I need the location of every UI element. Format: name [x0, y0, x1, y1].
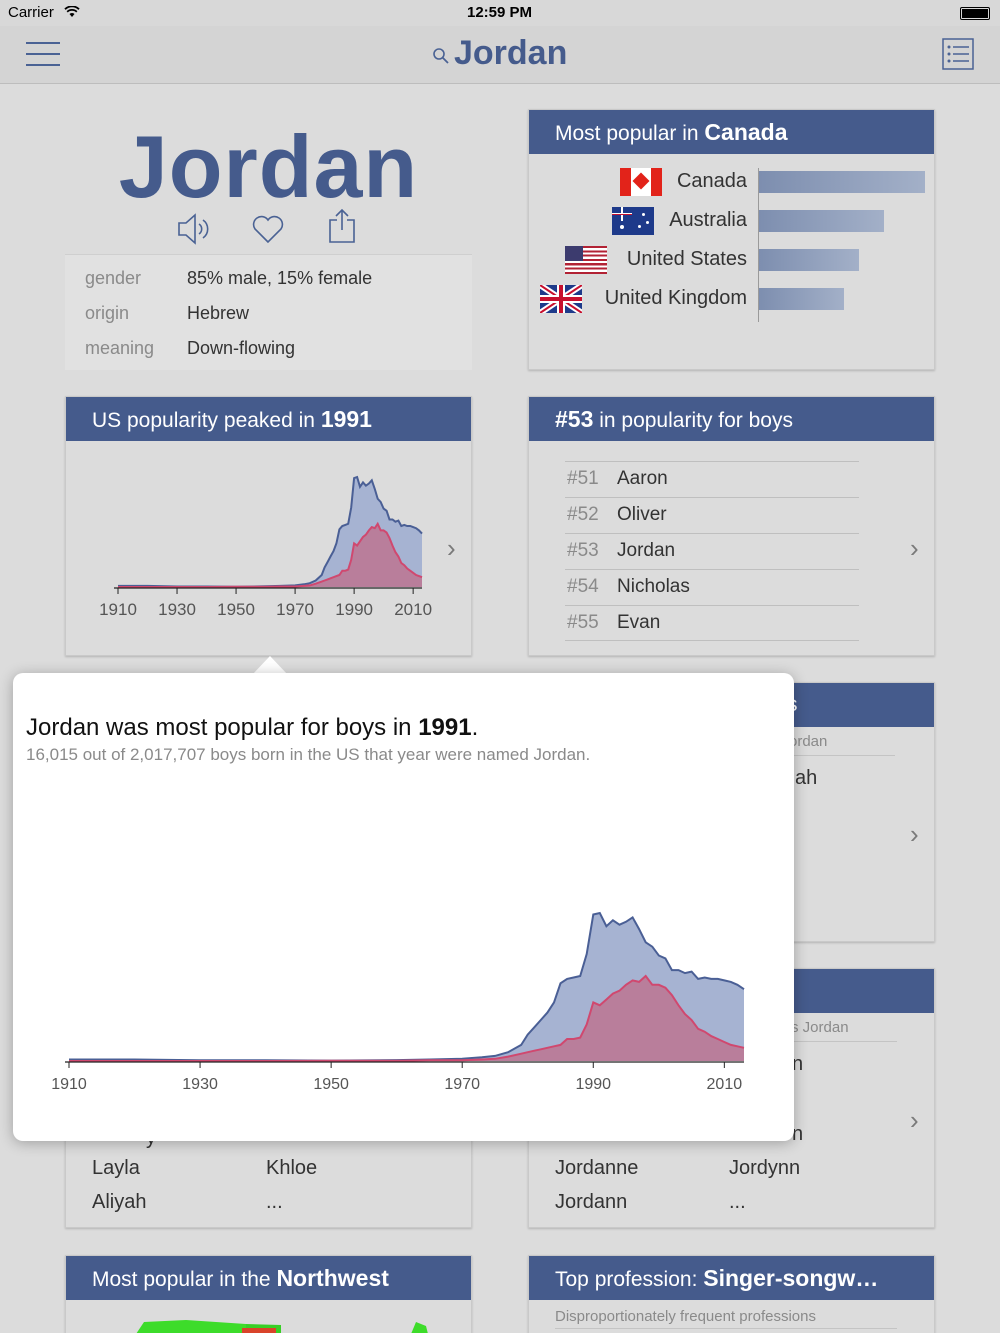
- series-area-0: [69, 913, 744, 1061]
- list-item: Layla: [92, 1157, 140, 1179]
- x-tick-label: 1910: [99, 600, 137, 619]
- card-header: Top profession: Singer-songw…: [529, 1256, 934, 1300]
- chevron-right-icon[interactable]: ›: [910, 533, 919, 563]
- search-icon[interactable]: [432, 47, 450, 65]
- x-tick-label: 1990: [575, 1076, 611, 1093]
- popover-headline: Jordan was most popular for boys in 1991…: [26, 714, 479, 741]
- popover-subline: 16,015 out of 2,017,707 boys born in the…: [26, 745, 591, 764]
- name-heading: Jordan: [118, 117, 419, 216]
- rank-row[interactable]: #51 Aaron: [565, 461, 859, 497]
- list-item: n: [792, 1053, 804, 1075]
- info-label: meaning: [85, 338, 155, 358]
- chevron-right-icon[interactable]: ›: [447, 533, 456, 563]
- nav-title[interactable]: Jordan: [454, 34, 568, 72]
- card-subtitle: ordan: [789, 733, 828, 750]
- series-line-0: [69, 911, 745, 1062]
- list-item: ...: [266, 1191, 283, 1213]
- x-tick-label: 1910: [51, 1076, 87, 1093]
- x-tick-label: 1930: [182, 1076, 218, 1093]
- share-icon[interactable]: [327, 208, 357, 244]
- flag-australia-icon: [612, 207, 654, 235]
- list-item: Jordynn: [729, 1157, 801, 1179]
- wifi-icon: [64, 6, 80, 17]
- series-area-1: [118, 523, 422, 587]
- info-value: Hebrew: [187, 303, 250, 323]
- list-item: Jordann: [555, 1191, 628, 1213]
- list-item: Jordanne: [555, 1157, 639, 1179]
- series-line-1: [69, 974, 745, 1062]
- rank-card[interactable]: #53 in popularity for boys #51 Aaron #52 O…: [528, 396, 935, 656]
- region-card[interactable]: Most popular in the Northwest: [65, 1255, 472, 1333]
- info-label: gender: [85, 268, 142, 288]
- popover-arrow: [252, 656, 288, 675]
- country-bar: [759, 249, 859, 271]
- rank-row[interactable]: #52 Oliver: [565, 497, 859, 533]
- card-subtitle: s Jordan: [791, 1019, 849, 1036]
- x-tick-label: 1950: [313, 1076, 349, 1093]
- chevron-right-icon[interactable]: ›: [910, 1105, 919, 1135]
- flag-us-icon: [565, 246, 607, 274]
- x-tick-label: 1970: [276, 600, 314, 619]
- divider: [761, 755, 895, 756]
- card-subtitle: Disproportionately frequent professions: [555, 1308, 816, 1325]
- country-bar: [759, 288, 844, 310]
- region-map: [136, 1320, 428, 1333]
- rank-row[interactable]: #55 Evan: [565, 605, 859, 641]
- list-item: ...: [729, 1191, 746, 1213]
- card-header: US popularity peaked in 1991: [66, 397, 471, 441]
- popularity-popover[interactable]: Jordan was most popular for boys in 1991…: [13, 673, 794, 1141]
- country-name: United Kingdom: [604, 287, 747, 309]
- menu-icon[interactable]: [26, 42, 60, 66]
- flag-uk-icon: [540, 285, 582, 313]
- series-line-1: [118, 521, 423, 588]
- info-value: Down-flowing: [187, 338, 296, 358]
- country-name: Australia: [669, 209, 747, 231]
- country-bar: [759, 171, 925, 193]
- info-value: 85% male, 15% female: [187, 268, 373, 288]
- x-tick-label: 2010: [707, 1076, 743, 1093]
- name-card: Jordan gender 85% male, 15% female origi…: [65, 110, 472, 370]
- status-bar: Carrier 12:59 PM: [0, 0, 1000, 26]
- status-time: 12:59 PM: [467, 4, 533, 21]
- list-icon[interactable]: [942, 38, 974, 70]
- x-tick-label: 1930: [158, 600, 196, 619]
- rank-row[interactable]: #54 Nicholas: [565, 569, 859, 605]
- battery-icon: [960, 7, 990, 20]
- x-tick-label: 1970: [444, 1076, 480, 1093]
- divider: [555, 1328, 897, 1329]
- carrier-label: Carrier: [8, 4, 54, 21]
- list-item: n: [792, 1123, 804, 1145]
- list-item: ah: [795, 767, 818, 789]
- x-tick-label: 1990: [335, 600, 373, 619]
- divider: [769, 1041, 897, 1042]
- flag-canada-icon: [620, 168, 662, 196]
- bar-axis: [758, 168, 759, 322]
- series-area-1: [69, 976, 744, 1061]
- series-line-0: [118, 475, 423, 588]
- series-area-0: [118, 477, 422, 587]
- profession-card[interactable]: Top profession: Singer-songw… Disproport…: [528, 1255, 935, 1333]
- mini-popularity-chart: 1910 1930 1950 1970 1990 2010: [99, 475, 432, 619]
- country-name: United States: [626, 248, 747, 270]
- nav-bar: Jordan: [0, 26, 1000, 84]
- heart-icon[interactable]: [251, 214, 285, 244]
- list-item: Khloe: [266, 1157, 318, 1179]
- x-tick-label: 2010: [394, 600, 432, 619]
- chevron-right-icon[interactable]: ›: [910, 819, 919, 849]
- country-bar: [759, 210, 884, 232]
- list-item: Aliyah: [92, 1191, 147, 1213]
- countries-card[interactable]: Most popular in Canada Canada Australia …: [528, 109, 935, 370]
- x-tick-label: 1950: [217, 600, 255, 619]
- country-name: Canada: [676, 170, 747, 192]
- card-header: Most popular in the Northwest: [66, 1256, 471, 1300]
- info-table: gender 85% male, 15% female origin Hebre…: [65, 254, 472, 370]
- peak-card[interactable]: US popularity peaked in 1991 1910 1930 195…: [65, 396, 472, 656]
- info-label: origin: [85, 303, 130, 323]
- popularity-chart: 1910 1930 1950 1970 1990 2010: [51, 911, 745, 1093]
- rank-row[interactable]: #53 Jordan: [565, 533, 859, 569]
- card-header: Most popular in Canada: [529, 110, 934, 154]
- card-header: #53 in popularity for boys: [529, 397, 934, 441]
- speaker-icon[interactable]: [177, 212, 213, 246]
